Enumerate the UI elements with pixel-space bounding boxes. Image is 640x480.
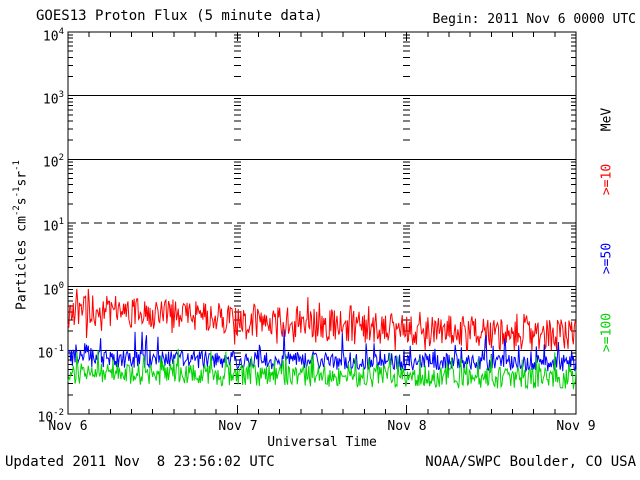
y-tick-label-1e-2: 10-2 — [37, 408, 65, 426]
series-label-ge100: >=100 — [599, 312, 615, 353]
chart-title: GOES13 Proton Flux (5 minute data) — [36, 8, 323, 24]
x-tick-label-nov6: Nov 6 — [48, 419, 88, 434]
y-tick-label-1e-1: 10-1 — [37, 344, 65, 362]
series-label-ge10: >=10 — [599, 163, 615, 196]
x-tick-label-nov9: Nov 9 — [556, 419, 596, 434]
y-tick-label-1e3: 103 — [42, 90, 64, 108]
y-tick-label-1e4: 104 — [42, 27, 64, 45]
begin-time-label: Begin: 2011 Nov 6 0000 UTC — [432, 12, 637, 27]
updated-timestamp: Updated 2011 Nov 8 23:56:02 UTC — [5, 454, 275, 470]
y-tick-label-1e0: 100 — [42, 281, 64, 299]
x-tick-label-nov8: Nov 8 — [387, 419, 427, 434]
y-tick-label-1e1: 101 — [42, 217, 64, 235]
x-tick-label-nov7: Nov 7 — [218, 419, 258, 434]
y-tick-label-1e2: 102 — [42, 153, 64, 171]
x-axis-title: Universal Time — [267, 435, 377, 450]
source-credit: NOAA/SWPC Boulder, CO USA — [425, 454, 636, 470]
